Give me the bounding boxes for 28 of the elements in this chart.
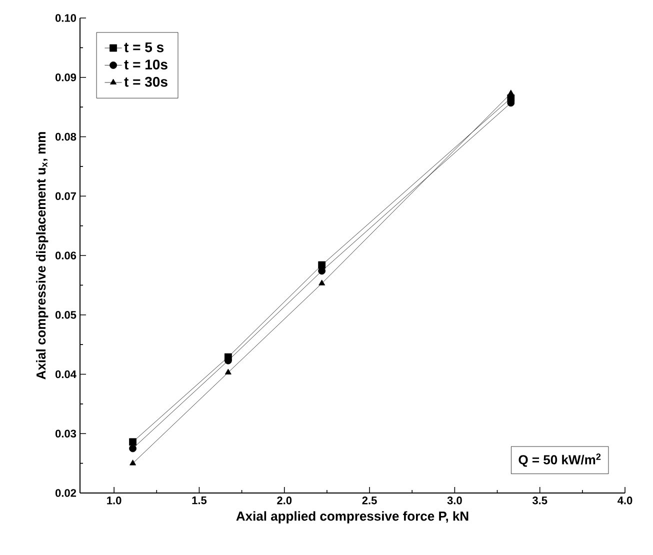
legend-label: t = 5 s xyxy=(124,42,164,52)
y-tick-label: 0.08 xyxy=(56,132,76,141)
y-tick-label: 0.06 xyxy=(56,252,76,260)
point xyxy=(130,460,136,466)
point xyxy=(129,444,136,452)
x-tick-label: 3.5 xyxy=(532,496,548,504)
y-tick-label: 0.07 xyxy=(56,192,76,200)
x-tick-label: 2.5 xyxy=(362,496,377,504)
x-tick-label: 3.0 xyxy=(447,496,462,504)
point xyxy=(129,438,136,446)
y-tick-label: 0.02 xyxy=(56,489,76,497)
x-tick-label: 4.0 xyxy=(618,496,632,504)
y-tick-label: 0.09 xyxy=(56,73,76,82)
y-tick-label: 0.03 xyxy=(56,430,76,438)
x-tick-label: 2.0 xyxy=(277,496,292,504)
point xyxy=(224,368,232,374)
x-axis-title: Axial applied compressive force P, kN xyxy=(236,511,468,524)
y-tick-label: 0.05 xyxy=(56,310,76,319)
point xyxy=(318,280,326,286)
x-tick-label: 1.5 xyxy=(192,496,207,504)
y-tick-label: 0.04 xyxy=(56,370,76,378)
x-tick-label: 1.0 xyxy=(107,496,122,504)
y-axis-title: Axial compressive displacement u$_{x}$, mm xyxy=(36,132,48,380)
legend-label: t = 10s xyxy=(124,60,168,70)
y-tick-label: 0.10 xyxy=(56,14,76,22)
legend-label: t = 30s xyxy=(124,76,168,87)
annotation: Q = 50 kW/m$^{2}$ xyxy=(518,454,601,467)
point xyxy=(508,90,514,96)
